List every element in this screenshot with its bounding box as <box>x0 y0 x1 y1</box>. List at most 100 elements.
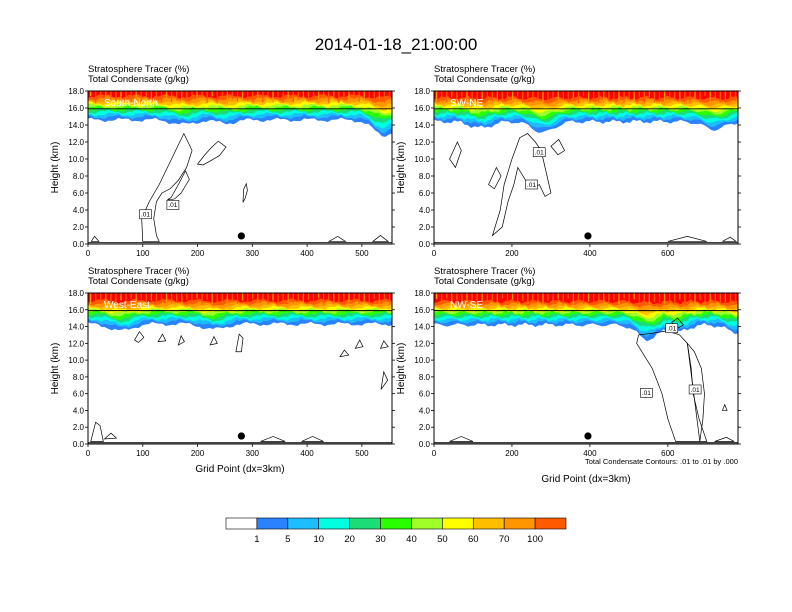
y-tick-label: 0.0 <box>73 240 85 249</box>
field-label: Stratosphere Tracer (%) <box>434 266 535 277</box>
tracer-streak <box>358 293 360 304</box>
tracer-streak <box>282 91 284 103</box>
tracer-band-11 <box>88 293 392 304</box>
plot-frame <box>87 90 393 245</box>
tracer-streak <box>517 293 519 305</box>
tracer-streak <box>272 293 274 301</box>
tracer-streak <box>130 293 132 299</box>
tracer-streak <box>679 293 681 300</box>
tracer-streak <box>628 293 630 305</box>
tracer-streak <box>724 91 727 100</box>
colorbar-label: 1 <box>254 534 259 545</box>
tracer-streak <box>522 293 524 302</box>
y-tick-label: 2.0 <box>73 223 85 232</box>
condensate-contour <box>721 403 728 411</box>
tracer-streak <box>552 293 554 305</box>
tracer-streak <box>165 91 168 99</box>
tracer-streak <box>674 293 676 305</box>
tracer-streak <box>277 91 279 97</box>
tracer-streak <box>363 293 365 301</box>
tracer-streak <box>674 91 676 101</box>
tracer-streak <box>532 91 534 103</box>
tracer-streak <box>552 91 554 101</box>
tracer-streak <box>709 91 711 103</box>
tracer-streak <box>378 293 381 305</box>
tracer-band-11 <box>434 293 738 305</box>
tracer-streak <box>491 91 493 102</box>
y-tick-label: 8.0 <box>73 373 85 382</box>
tracer-streak <box>532 293 534 303</box>
field-label: Total Condensate (g/kg) <box>434 74 535 85</box>
tracer-streak <box>317 293 320 299</box>
tracer-streak <box>323 293 325 305</box>
condensate-contour <box>371 235 390 242</box>
colorbar-label: 50 <box>437 534 448 545</box>
tracer-streak <box>155 91 158 97</box>
x-tick-label: 500 <box>355 249 369 258</box>
tracer-streak <box>297 293 299 302</box>
tracer-streak <box>100 91 102 98</box>
location-marker <box>237 432 245 440</box>
contour-label: .01 <box>691 387 700 394</box>
tracer-streak <box>598 293 600 304</box>
tracer-streak <box>368 293 370 305</box>
tracer-streak <box>506 293 509 305</box>
tracer-streak <box>461 293 463 304</box>
tracer-streak <box>302 293 305 305</box>
condensate-contour <box>90 235 100 242</box>
tracer-streak <box>633 91 635 103</box>
panel-label: SW-NE <box>450 98 483 109</box>
figure-title: 2014-01-18_21:00:00 <box>315 35 478 54</box>
tracer-streak <box>348 293 350 303</box>
tracer-streak <box>226 91 229 103</box>
y-tick-label: 12.0 <box>68 339 84 348</box>
tracer-streak <box>125 293 127 305</box>
tracer-streak <box>704 293 706 305</box>
tracer-streak <box>557 293 559 300</box>
tracer-streak <box>267 91 269 98</box>
y-tick-label: 16.0 <box>68 104 84 113</box>
tracer-streak <box>373 91 375 102</box>
colorbar-label: 40 <box>406 534 417 545</box>
tracer-streak <box>115 293 117 304</box>
y-tick-label: 18.0 <box>68 87 84 96</box>
colorbar-label: 70 <box>499 534 510 545</box>
tracer-streak <box>461 91 463 97</box>
x-tick-label: 400 <box>583 449 597 458</box>
tracer-streak <box>663 293 666 304</box>
tracer-streak <box>358 91 360 102</box>
tracer-streak <box>456 91 458 103</box>
tracer-streak <box>598 91 600 103</box>
x-tick-label: 600 <box>661 449 675 458</box>
contour-label-box <box>139 209 152 220</box>
tracer-streak <box>669 91 671 101</box>
condensate-contour <box>636 330 708 442</box>
colorbar-box <box>256 517 289 530</box>
colorbar-box <box>503 517 536 530</box>
tracer-streak <box>587 293 590 302</box>
tracer-streak <box>456 293 458 301</box>
y-tick-label: 18.0 <box>414 289 430 298</box>
x-tick-label: 200 <box>505 449 519 458</box>
tracer-streak <box>719 293 721 303</box>
contour-label: .01 <box>667 326 676 333</box>
tracer-streak <box>481 91 483 100</box>
tracer-streak <box>486 91 488 102</box>
tracer-streak <box>130 91 132 102</box>
condensate-contour <box>722 236 738 242</box>
tracer-streak <box>587 91 590 103</box>
field-label: Total Condensate (g/kg) <box>434 276 535 287</box>
tracer-streak <box>181 293 183 305</box>
tracer-streak <box>211 293 213 305</box>
tracer-streak <box>608 293 610 305</box>
colorbar-box <box>380 517 412 530</box>
tracer-streak <box>608 91 610 102</box>
tracer-streak <box>216 91 218 103</box>
tracer-streak <box>501 91 504 103</box>
tracer-streak <box>603 91 605 100</box>
tracer-streak <box>694 91 696 98</box>
tracer-streak <box>307 91 310 102</box>
tracer-streak <box>653 91 656 103</box>
tracer-streak <box>704 91 706 97</box>
tracer-streak <box>363 91 365 101</box>
